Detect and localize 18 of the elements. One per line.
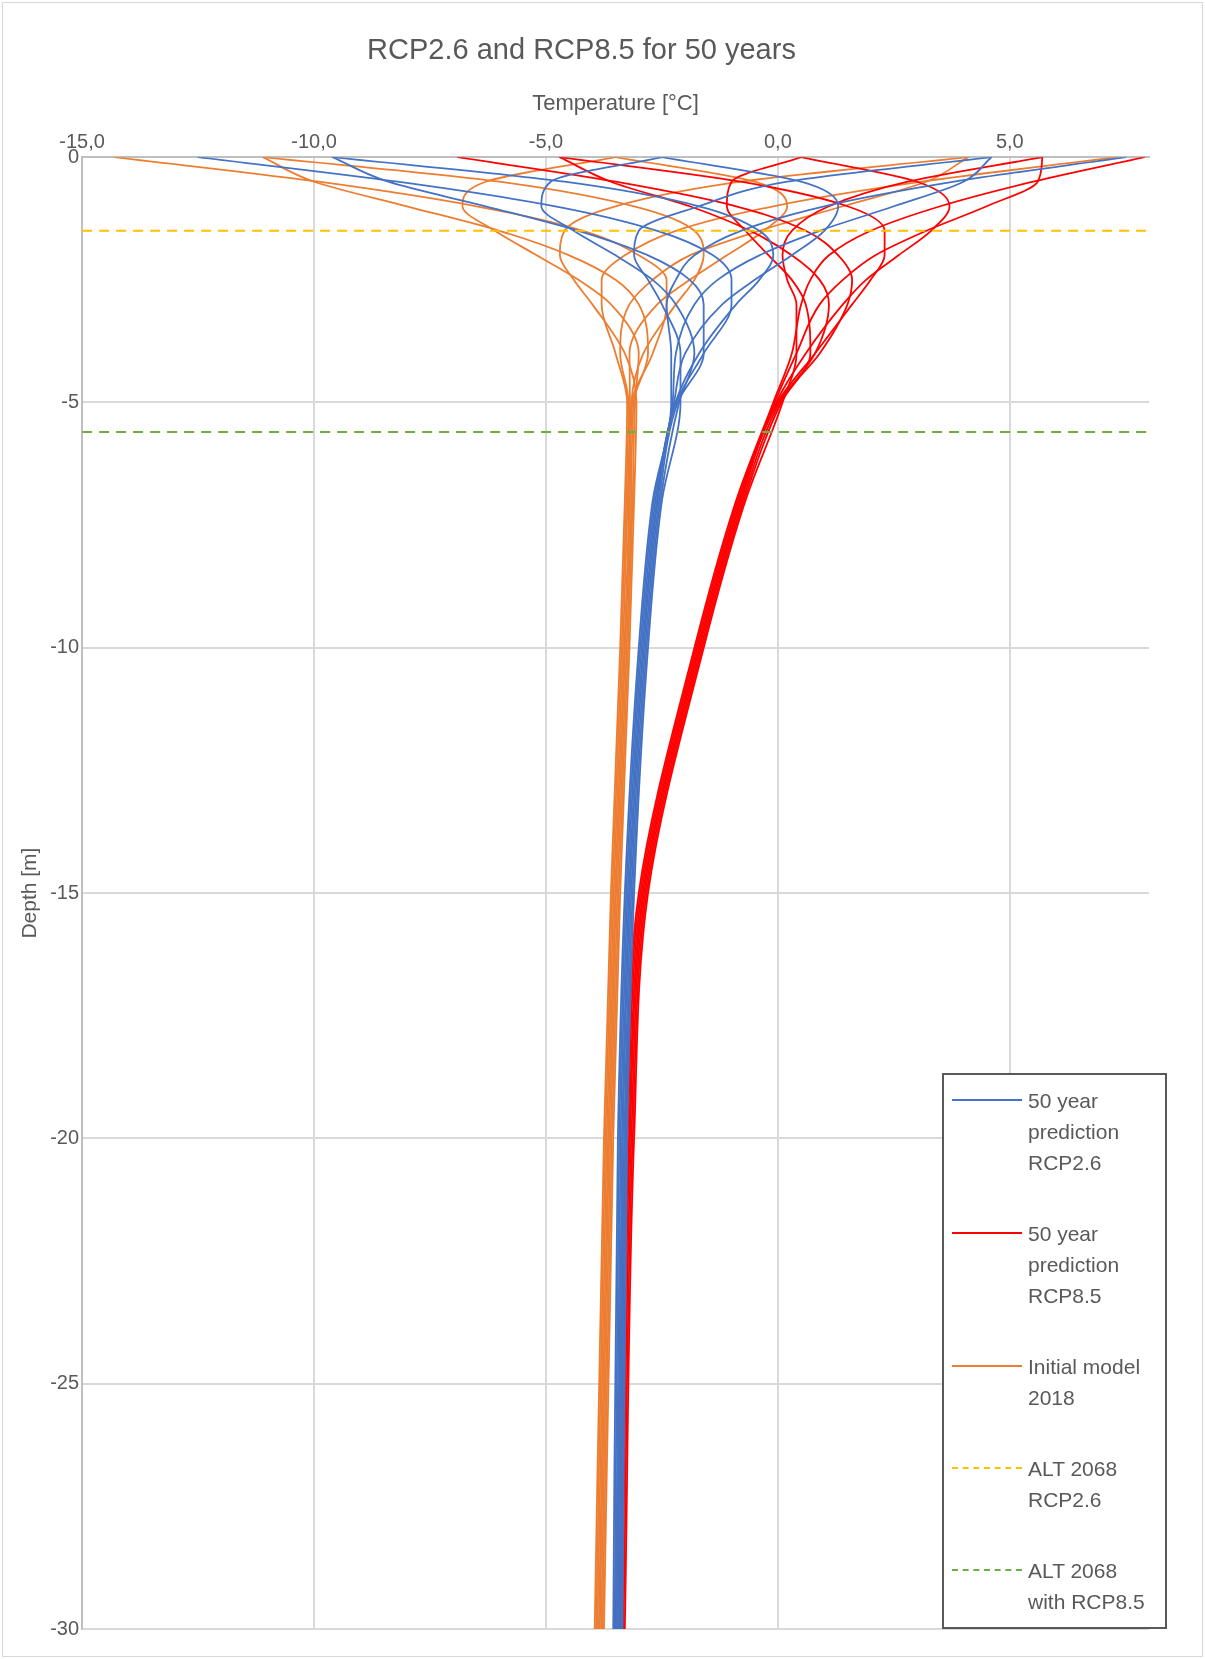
legend-label: 50 year prediction RCP8.5: [1028, 1221, 1121, 1309]
y-tick-label: -15: [50, 880, 80, 903]
legend-label: ALT 2068 with RCP8.5: [1028, 1558, 1146, 1615]
x-tick-label: -5,0: [528, 129, 564, 152]
y-axis-title: Depth [m]: [17, 847, 41, 939]
chart-title: RCP2.6 and RCP8.5 for 50 years: [367, 33, 796, 66]
legend-label: ALT 2068 RCP2.6: [1028, 1456, 1119, 1513]
x-tick-label: 0,0: [764, 129, 792, 152]
x-axis-title: Temperature [°C]: [532, 90, 699, 116]
x-tick-label: -10,0: [291, 129, 337, 152]
y-tick-label: -30: [50, 1616, 80, 1639]
y-tick-label: -25: [50, 1371, 80, 1394]
y-tick-label: -10: [50, 635, 80, 658]
legend-label: 50 year prediction RCP2.6: [1028, 1088, 1121, 1176]
legend-label: Initial model 2018: [1028, 1354, 1142, 1411]
y-tick-label: -20: [50, 1125, 80, 1148]
y-tick-label: -5: [61, 390, 80, 413]
x-tick-label: 5,0: [995, 129, 1024, 152]
